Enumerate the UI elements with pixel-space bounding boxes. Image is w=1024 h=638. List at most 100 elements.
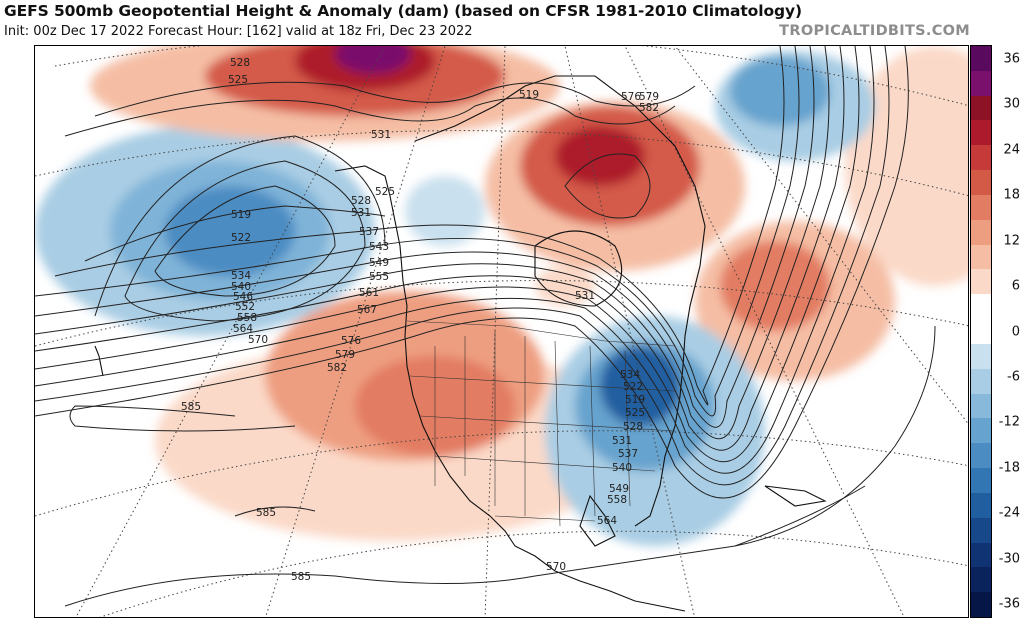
colorbar-tick: 24 [1003, 142, 1020, 158]
site-credit: TROPICALTIDBITS.COM [779, 23, 970, 39]
colorbar-segment [971, 269, 991, 295]
contour-label: 528 [230, 57, 250, 69]
anomaly-positive-atlantic-core [720, 241, 830, 331]
contour-label: 528 [623, 421, 643, 433]
colorbar-segment [971, 95, 991, 121]
colorbar-segment [971, 294, 991, 320]
colorbar-tick: -18 [998, 460, 1020, 476]
colorbar-segment [971, 145, 991, 171]
colorbar-segment [971, 46, 991, 71]
map-title: GEFS 500mb Geopotential Height & Anomaly… [4, 2, 802, 20]
colorbar-tick: 6 [1011, 278, 1020, 294]
map-svg: 528 525 531 519 522 534 540 546 552 558 … [35, 46, 968, 617]
graticule [35, 46, 968, 617]
map-panel: 528 525 531 519 522 534 540 546 552 558 … [34, 45, 969, 618]
contour-label: 582 [639, 102, 659, 114]
contour-label: 537 [618, 448, 638, 460]
contour-label: 579 [335, 349, 355, 361]
colorbar-tick: 12 [1003, 233, 1020, 249]
anomaly-colorbar [970, 45, 992, 618]
anomaly-negative-bc [405, 176, 485, 246]
colorbar-segment [971, 120, 991, 146]
colorbar-tick: 18 [1003, 187, 1020, 203]
colorbar-segment [971, 368, 991, 394]
contour-labels: 528 525 531 519 522 534 540 546 552 558 … [181, 57, 659, 583]
contour-label: 537 [359, 226, 379, 238]
contour-label: 576 [621, 91, 641, 103]
contour-label: 549 [369, 257, 389, 269]
contour-label: 582 [327, 362, 347, 374]
colorbar-segment [971, 219, 991, 245]
contour-label: 525 [625, 407, 645, 419]
colorbar-segment [971, 443, 991, 469]
anomaly-shading [35, 46, 968, 546]
anomaly-negative-pacific-core [165, 186, 295, 276]
colorbar-segment [971, 517, 991, 543]
contour-label: 519 [519, 89, 539, 101]
colorbar-segment [971, 418, 991, 444]
colorbar-tick: -12 [998, 414, 1020, 430]
height-contours [35, 46, 936, 607]
contour-label: 528 [351, 195, 371, 207]
contour-label: 564 [597, 515, 617, 527]
contour-label: 552 [235, 301, 255, 313]
contour-label: 531 [351, 207, 371, 219]
contour-label: 546 [233, 291, 253, 303]
colorbar-segment [971, 592, 991, 618]
contour-label: 531 [371, 129, 391, 141]
colorbar-segment [971, 343, 991, 369]
anomaly-negative-east-core [600, 346, 680, 426]
colorbar-tick: 36 [1003, 51, 1020, 67]
colorbar-segment [971, 319, 991, 344]
colorbar-segment [971, 70, 991, 96]
colorbar-tick-labels: 36 30 24 18 12 6 0 -6 -12 -18 -24 -30 -36 [994, 45, 1024, 618]
contour-label: 519 [231, 209, 251, 221]
contour-label: 567 [357, 304, 377, 316]
contour-label: 558 [607, 494, 627, 506]
contour-label: 525 [228, 74, 248, 86]
anomaly-positive-greenland-core [555, 126, 645, 186]
colorbar-segment [971, 468, 991, 493]
contour-label: 570 [248, 334, 268, 346]
colorbar-segment [971, 542, 991, 568]
contour-label: 522 [623, 381, 643, 393]
colorbar-tick: -36 [998, 596, 1020, 612]
contour-label: 561 [359, 287, 379, 299]
contour-label: 579 [639, 91, 659, 103]
colorbar-tick: -6 [1007, 369, 1020, 385]
contour-label: 525 [375, 186, 395, 198]
anomaly-positive-northeast [845, 46, 968, 286]
colorbar-segment [971, 170, 991, 195]
contour-label: 540 [612, 462, 632, 474]
colorbar-segment [971, 567, 991, 593]
contour-label: 585 [181, 401, 201, 413]
contour-label: 540 [231, 281, 251, 293]
anomaly-negative-north-atlantic-core [730, 56, 830, 126]
colorbar-tick: -30 [998, 551, 1020, 567]
contour-label: 570 [546, 561, 566, 573]
colorbar-tick: 30 [1003, 96, 1020, 112]
anomaly-positive-arctic-peak [335, 46, 411, 74]
colorbar-tick: 0 [1011, 324, 1020, 339]
contour-label: 585 [256, 507, 276, 519]
colorbar-segment [971, 393, 991, 419]
contour-label: 585 [291, 571, 311, 583]
political-borders [406, 320, 676, 527]
colorbar-segment [971, 194, 991, 220]
colorbar-tick: -24 [998, 505, 1020, 521]
contour-label: 519 [625, 394, 645, 406]
contour-label: 564 [233, 323, 253, 335]
contour-label: 531 [612, 435, 632, 447]
contour-label: 531 [575, 290, 595, 302]
colorbar-segment [971, 492, 991, 518]
contour-label: 558 [237, 312, 257, 324]
contour-label: 534 [620, 369, 640, 381]
map-subtitle: Init: 00z Dec 17 2022 Forecast Hour: [16… [4, 24, 473, 39]
contour-label: 576 [341, 335, 361, 347]
colorbar-segment [971, 244, 991, 270]
contour-label: 534 [231, 270, 251, 282]
anomaly-positive-hudson [535, 266, 595, 306]
contour-label: 522 [231, 232, 251, 244]
contour-label: 549 [609, 483, 629, 495]
contour-label: 543 [369, 241, 389, 253]
